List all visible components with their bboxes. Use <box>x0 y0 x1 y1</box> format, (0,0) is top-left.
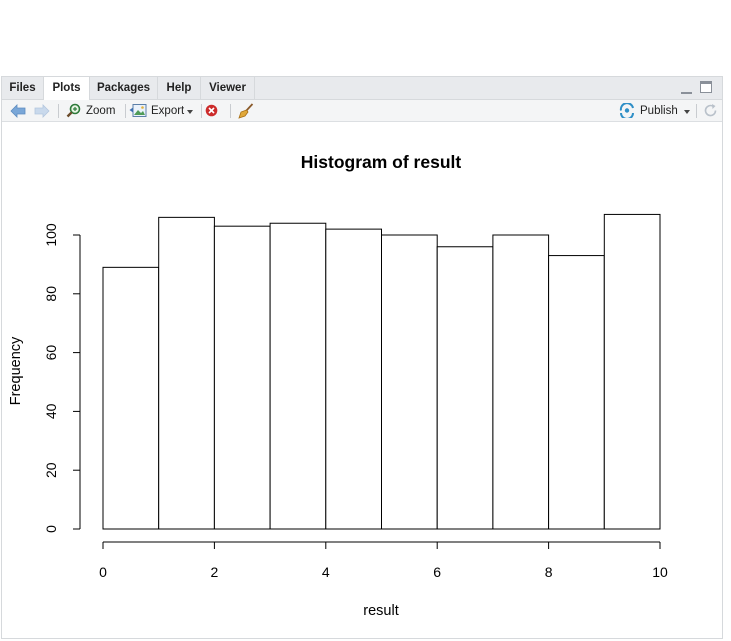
y-tick-label: 100 <box>43 223 59 247</box>
zoom-button[interactable]: Zoom <box>64 100 120 122</box>
histogram-bar <box>213 225 271 530</box>
plot-toolbar: Zoom Export <box>2 100 722 122</box>
histogram-bar <box>603 213 661 530</box>
maximize-pane-button[interactable] <box>700 81 712 93</box>
red-x-circle-icon[interactable] <box>205 104 218 117</box>
toolbar-separator <box>230 104 231 118</box>
magnifier-icon <box>66 103 81 118</box>
publish-icon <box>619 103 634 118</box>
histogram-bar <box>325 228 382 530</box>
histogram-bar <box>492 234 550 530</box>
histogram-bar <box>269 222 327 530</box>
histogram-bar <box>102 266 160 530</box>
tab-viewer[interactable]: Viewer <box>201 77 255 99</box>
export-button[interactable]: Export <box>129 100 197 122</box>
x-axis-label: result <box>363 603 398 619</box>
y-axis-label: Frequency <box>8 336 24 405</box>
broom-icon[interactable] <box>238 103 254 119</box>
chevron-down-icon <box>187 110 193 114</box>
minimize-pane-button[interactable] <box>681 85 692 94</box>
tab-help[interactable]: Help <box>158 77 201 99</box>
publish-label: Publish <box>640 105 678 117</box>
refresh-icon[interactable] <box>703 103 718 118</box>
toolbar-separator <box>58 104 59 118</box>
x-tick-label: 4 <box>322 564 330 580</box>
toolbar-separator <box>125 104 126 118</box>
x-tick-label: 0 <box>99 564 107 580</box>
arrow-right-icon[interactable] <box>34 104 50 118</box>
x-tick-label: 2 <box>211 564 219 580</box>
toolbar-separator <box>696 104 697 118</box>
y-tick-label: 40 <box>43 403 59 419</box>
x-tick-label: 8 <box>545 564 553 580</box>
tab-plots[interactable]: Plots <box>44 77 90 100</box>
y-tick-label: 20 <box>43 462 59 478</box>
chevron-down-icon <box>684 110 690 114</box>
zoom-label: Zoom <box>86 105 116 117</box>
chart-title: Histogram of result <box>301 152 462 172</box>
x-tick-label: 10 <box>652 564 668 580</box>
histogram-bar <box>158 216 215 530</box>
arrow-left-icon[interactable] <box>10 104 26 118</box>
histogram-bar <box>436 246 494 530</box>
y-tick-label: 60 <box>43 345 59 361</box>
tab-files[interactable]: Files <box>2 77 44 99</box>
histogram-bar <box>548 255 605 530</box>
toolbar-separator <box>201 104 202 118</box>
tab-bar: Files Plots Packages Help Viewer <box>2 77 722 100</box>
y-tick-label: 0 <box>43 525 59 533</box>
image-export-icon <box>129 104 147 117</box>
y-tick-label: 80 <box>43 286 59 302</box>
histogram-bar <box>381 234 438 530</box>
tab-packages[interactable]: Packages <box>90 77 158 99</box>
export-label: Export <box>151 105 185 117</box>
publish-button[interactable]: Publish <box>618 100 692 122</box>
x-tick-label: 6 <box>433 564 441 580</box>
